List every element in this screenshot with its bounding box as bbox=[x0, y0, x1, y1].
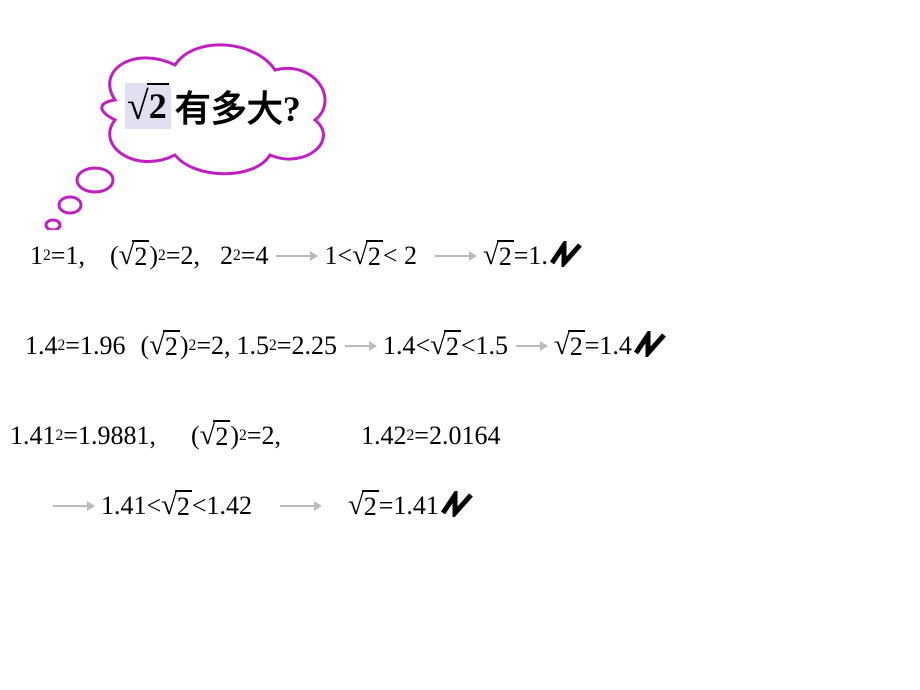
question-text: 有多大? bbox=[175, 80, 301, 132]
r2-term1: 1.42=1.96 bbox=[25, 331, 125, 361]
row-4: 1.41< √2 <1.42 √2 =1.41 bbox=[45, 490, 473, 522]
r1-term3: 22=4 bbox=[220, 241, 268, 271]
arrow-icon bbox=[345, 345, 375, 347]
sqrt2-highlight: √2 bbox=[125, 83, 171, 129]
r2-term3: 1.52=2.25 bbox=[236, 331, 336, 361]
r4-range: 1.41< √2 <1.42 bbox=[101, 490, 252, 522]
r4-result: √2 =1.41 bbox=[348, 490, 439, 522]
arrow-icon bbox=[280, 505, 320, 507]
r1-term2: (√2 )2=2, bbox=[110, 240, 200, 272]
row-3: 1.412=1.9881, (√2 )2=2, 1.422=2.0164 bbox=[10, 420, 500, 452]
row-2: 1.42=1.96 (√2)2=2, 1.52=2.25 1.4<√2<1.5 … bbox=[25, 330, 666, 362]
arrow-icon bbox=[435, 255, 475, 257]
continuation-icon bbox=[634, 337, 666, 355]
continuation-icon bbox=[550, 247, 582, 265]
sqrt-arg: 2 bbox=[147, 83, 169, 127]
r1-range: 1< √2 < 2 bbox=[324, 240, 417, 272]
r1-term1: 12=1, bbox=[30, 241, 85, 271]
r2-term2: (√2)2=2, bbox=[140, 330, 230, 362]
arrow-icon bbox=[516, 345, 546, 347]
r3-term2: (√2 )2=2, bbox=[191, 420, 281, 452]
r3-term1: 1.412=1.9881, bbox=[10, 421, 156, 451]
thought-cloud: √2 有多大? bbox=[25, 20, 345, 220]
arrow-icon bbox=[53, 505, 93, 507]
cloud-question: √2 有多大? bbox=[125, 80, 301, 132]
r1-result: √2 =1. bbox=[483, 240, 548, 272]
r2-result: √2=1.4 bbox=[554, 330, 632, 362]
r3-term3: 1.422=2.0164 bbox=[361, 421, 500, 451]
row-1: 12=1, (√2 )2=2, 22=4 1< √2 < 2 √2 =1. bbox=[30, 240, 582, 272]
r2-range: 1.4<√2<1.5 bbox=[383, 330, 508, 362]
arrow-icon bbox=[276, 255, 316, 257]
continuation-icon bbox=[441, 497, 473, 515]
